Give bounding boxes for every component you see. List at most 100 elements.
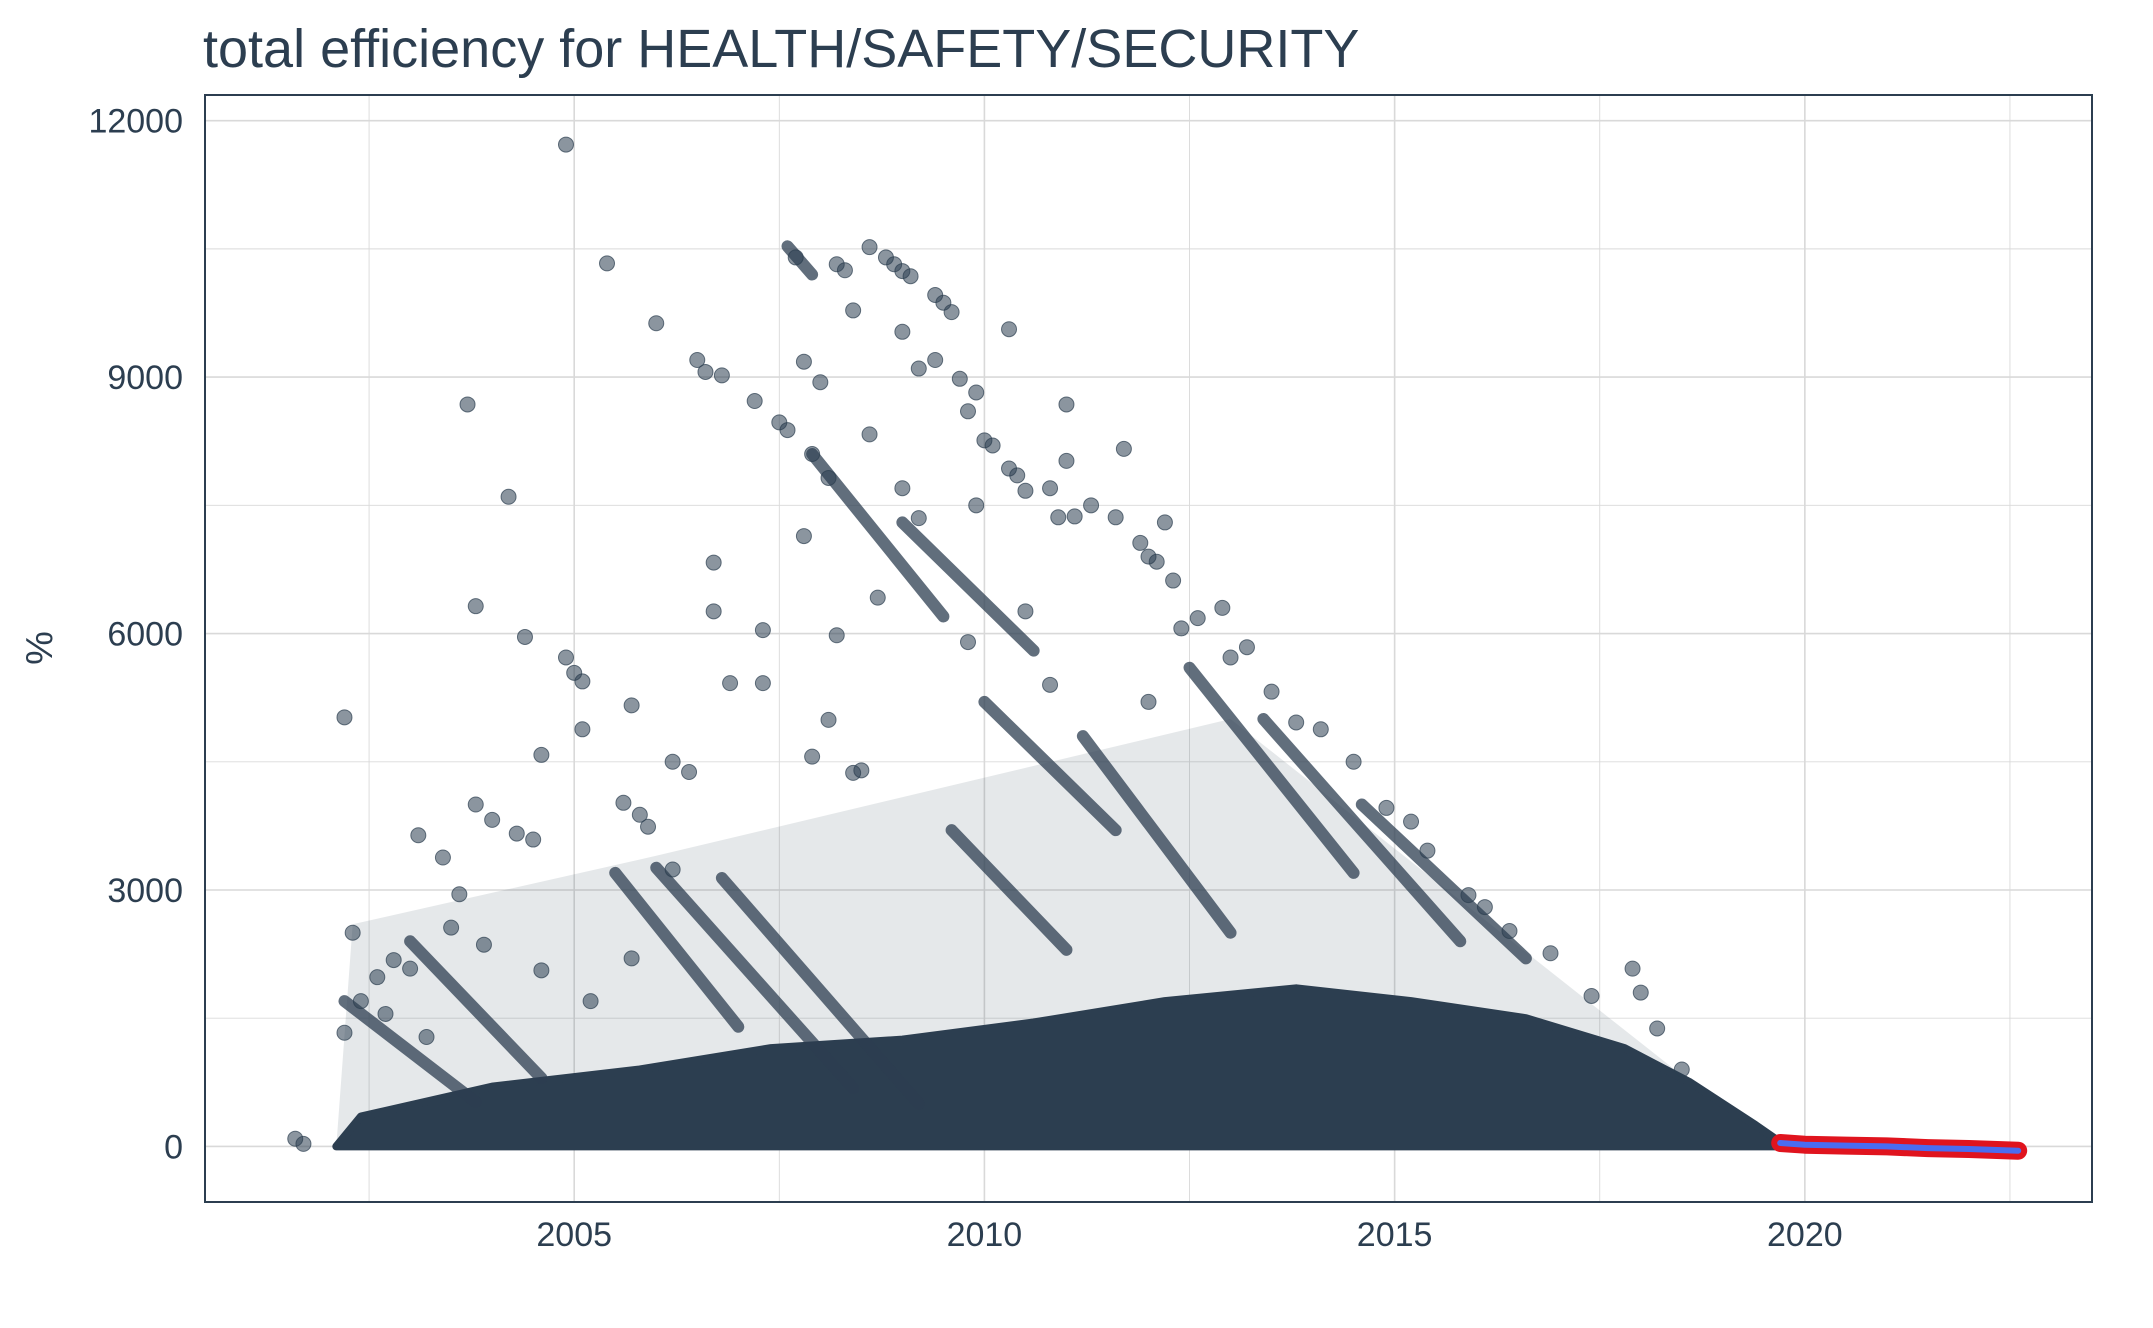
data-point [910, 510, 927, 527]
data-point [1066, 508, 1083, 525]
data-points [287, 136, 1690, 1152]
data-point [475, 936, 492, 953]
data-point [960, 634, 977, 651]
data-point [451, 886, 468, 903]
data-point [869, 589, 886, 606]
data-point [640, 818, 657, 835]
data-point [1345, 753, 1362, 770]
point-streak [945, 824, 1073, 956]
data-point [1132, 534, 1149, 551]
data-point [853, 762, 870, 779]
data-point [861, 239, 878, 256]
dense-point-region [332, 984, 1785, 1151]
data-point [845, 302, 862, 319]
data-point [1042, 480, 1059, 497]
point-streak [650, 861, 860, 1095]
data-point [574, 721, 591, 738]
data-point [1058, 396, 1075, 413]
data-point [1189, 610, 1206, 627]
data-point [1009, 467, 1026, 484]
data-point [1460, 887, 1477, 904]
data-point [1001, 321, 1018, 338]
data-point [1288, 714, 1305, 731]
data-point [812, 374, 829, 391]
data-point [459, 396, 476, 413]
data-point [1583, 987, 1600, 1004]
data-point [664, 861, 681, 878]
data-point [516, 628, 533, 645]
data-point [795, 528, 812, 545]
data-point [1083, 497, 1100, 514]
data-point [894, 480, 911, 497]
data-point [533, 962, 550, 979]
data-point [713, 367, 730, 384]
plot-panel-border [204, 94, 2093, 1203]
data-point [623, 950, 640, 967]
y-tick-label: 9000 [107, 359, 183, 397]
x-tick-label: 2015 [1357, 1216, 1433, 1254]
data-point [984, 437, 1001, 454]
data-point [828, 627, 845, 644]
data-point [820, 711, 837, 728]
data-point [1017, 603, 1034, 620]
data-point [1222, 649, 1239, 666]
data-point [336, 709, 353, 726]
data-point [1156, 514, 1173, 531]
data-point [402, 960, 419, 977]
forecast-line [1777, 1140, 2022, 1154]
point-streak [404, 935, 548, 1085]
data-point [533, 746, 550, 763]
data-point [344, 924, 361, 941]
chart-title: total efficiency for HEALTH/SAFETY/SECUR… [203, 19, 1360, 79]
data-point [1214, 599, 1231, 616]
data-point [681, 764, 698, 781]
data-point [795, 353, 812, 370]
data-point [787, 249, 804, 266]
y-tick-label: 3000 [107, 872, 183, 910]
data-point [443, 919, 460, 936]
data-point [648, 315, 665, 332]
data-point [746, 393, 763, 410]
y-tick-label: 6000 [107, 616, 183, 654]
data-point [804, 748, 821, 765]
data-point [1542, 945, 1559, 962]
y-tick-label: 12000 [88, 103, 183, 141]
data-point [467, 598, 484, 615]
data-point [722, 675, 739, 692]
data-point [804, 446, 821, 463]
data-point [1624, 960, 1641, 977]
data-point [689, 351, 706, 368]
data-point [894, 323, 911, 340]
data-point [631, 806, 648, 823]
data-point [1649, 1020, 1666, 1037]
point-streak [1355, 798, 1532, 965]
data-point [377, 1005, 394, 1022]
data-point [1419, 842, 1436, 859]
data-point [960, 403, 977, 420]
data-point [623, 697, 640, 714]
data-point [1050, 509, 1067, 526]
data-point [910, 360, 927, 377]
data-point [1312, 721, 1329, 738]
forecast-series [1771, 1134, 2028, 1160]
data-point [525, 831, 542, 848]
data-point [1107, 509, 1124, 526]
data-point [705, 554, 722, 571]
data-point [410, 827, 427, 844]
data-point [1017, 482, 1034, 499]
point-streak [715, 872, 925, 1110]
data-point [836, 262, 853, 279]
x-tick-label: 2005 [536, 1216, 612, 1254]
point-streak [1076, 730, 1237, 939]
data-point [574, 673, 591, 690]
data-point [1238, 639, 1255, 656]
data-point [779, 422, 796, 439]
data-point [336, 1024, 353, 1041]
data-point [557, 649, 574, 666]
data-point [418, 1029, 435, 1046]
data-point [615, 794, 632, 811]
data-point [968, 497, 985, 514]
data-point [434, 849, 451, 866]
data-point [352, 993, 369, 1010]
